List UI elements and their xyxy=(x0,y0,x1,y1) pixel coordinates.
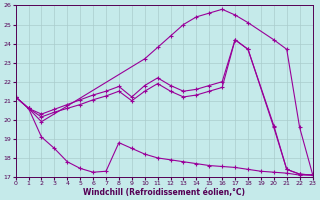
X-axis label: Windchill (Refroidissement éolien,°C): Windchill (Refroidissement éolien,°C) xyxy=(83,188,245,197)
